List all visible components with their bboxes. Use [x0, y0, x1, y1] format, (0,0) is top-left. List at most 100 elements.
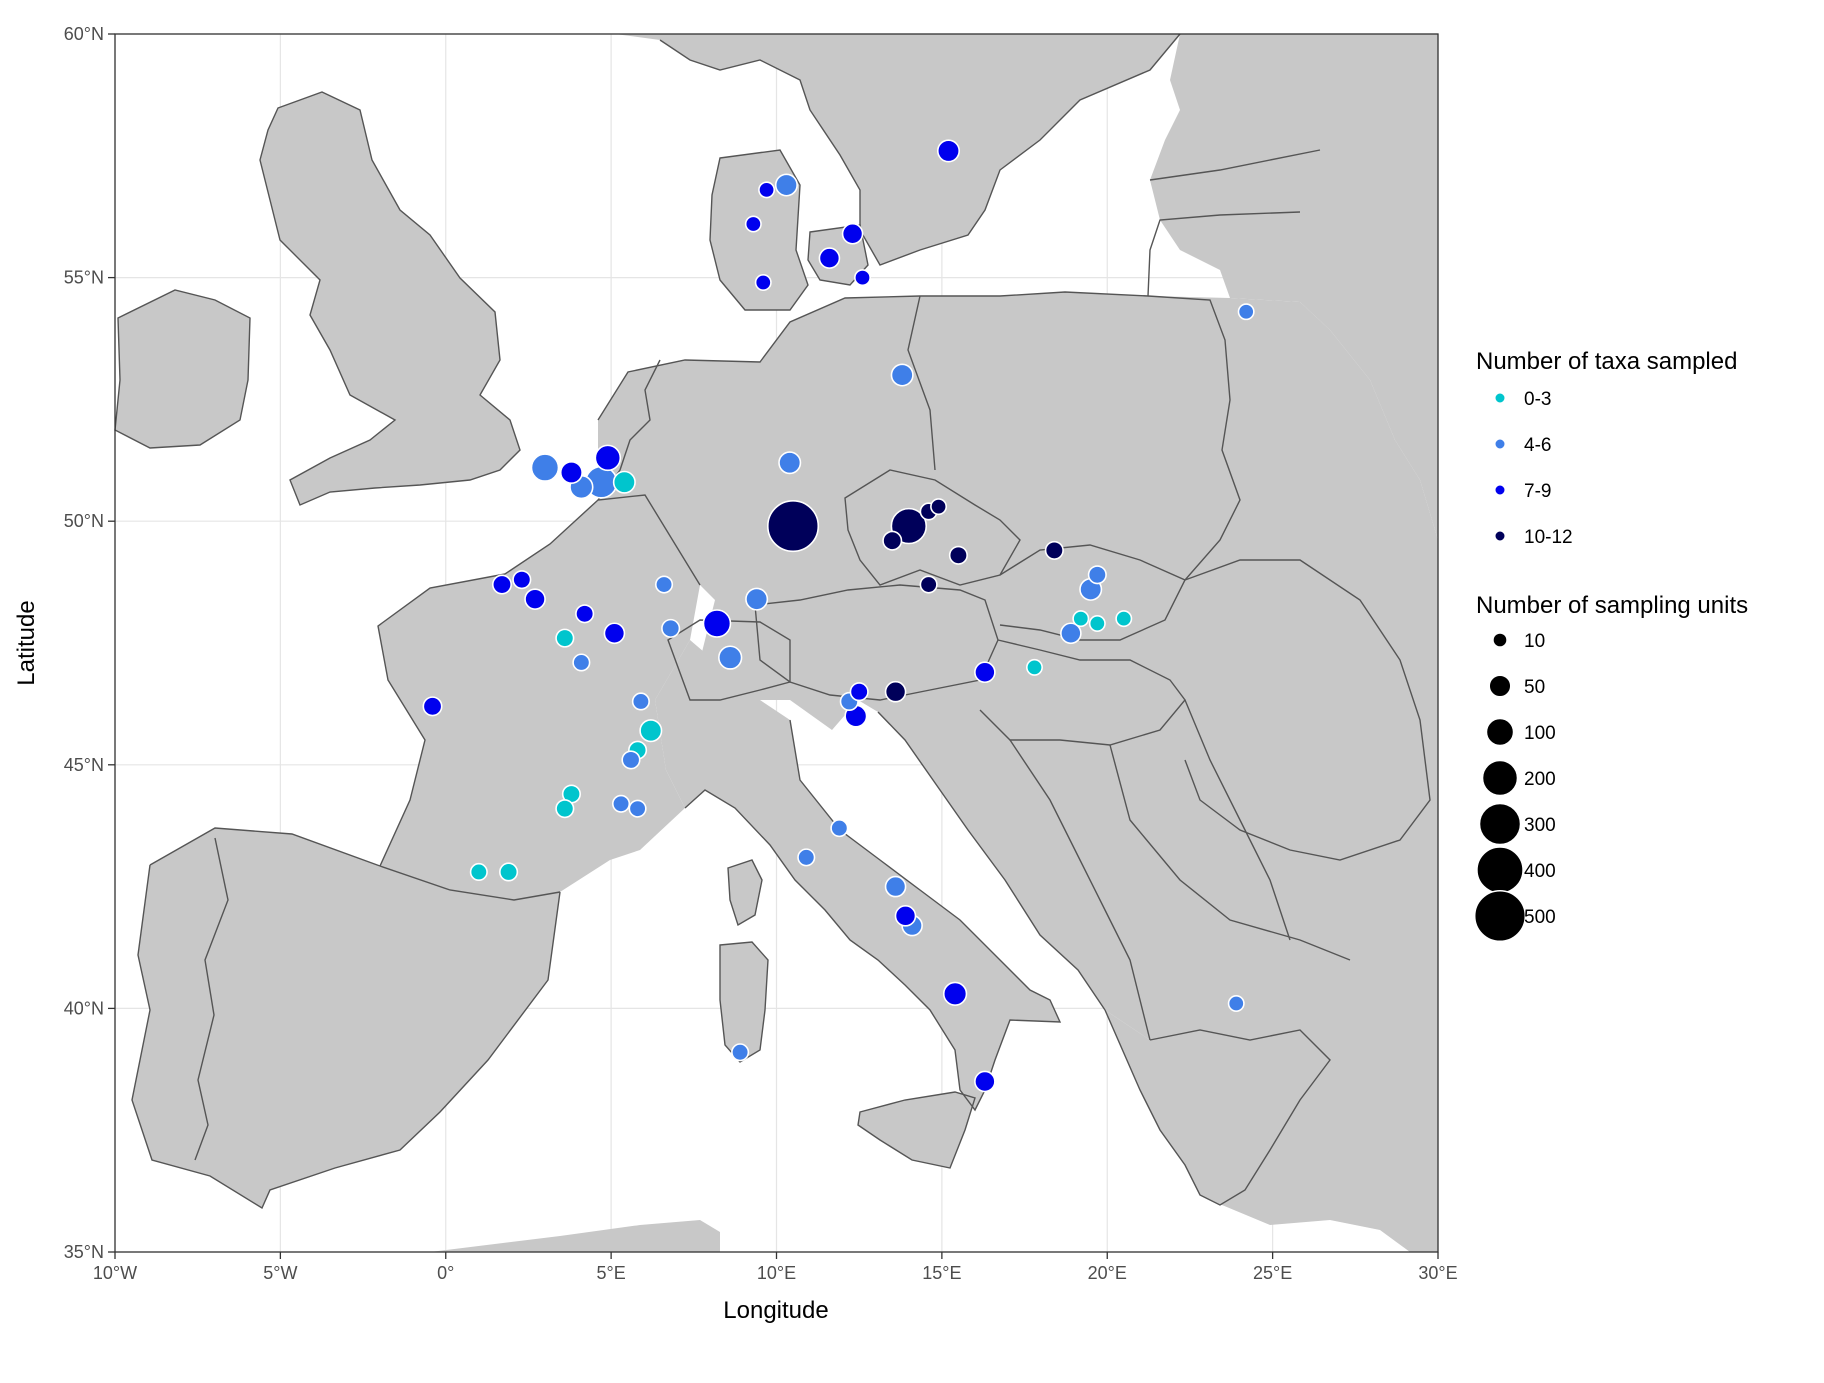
sampling-point — [1026, 658, 1043, 676]
legend-units-entries: 10 50 100 200 300 400 500 — [1474, 631, 1556, 942]
sampling-point — [930, 498, 948, 516]
coastline-iberia — [131, 827, 561, 1210]
sampling-point — [890, 363, 914, 387]
sampling-point — [1237, 303, 1255, 321]
sampling-point — [778, 451, 802, 475]
sampling-point — [559, 460, 583, 484]
border-balkans — [1009, 699, 1351, 1041]
sampling-point — [744, 215, 762, 233]
sampling-point — [745, 587, 769, 611]
sampling-point — [854, 269, 871, 287]
legend-units-label: 300 — [1524, 815, 1556, 836]
legend-units-key — [1481, 759, 1519, 797]
y-tick-label: 35°N — [64, 1242, 104, 1262]
border-austria — [754, 584, 999, 701]
sampling-point — [654, 575, 674, 594]
y-tick-label: 55°N — [64, 268, 104, 288]
sampling-point — [894, 905, 917, 927]
sampling-point — [491, 574, 512, 595]
sampling-point — [974, 1070, 996, 1093]
sampling-point — [702, 609, 732, 638]
sampling-point — [621, 750, 641, 770]
legend-units-label: 50 — [1524, 677, 1545, 698]
coastline-north-germany-poland — [597, 291, 1149, 421]
legend-units-key — [1474, 890, 1526, 942]
y-axis-title: Latitude — [13, 600, 40, 685]
legend-taxa-label: 0-3 — [1524, 389, 1551, 410]
x-tick-label: 5°W — [263, 1263, 297, 1283]
y-axis: 35°N 40°N 45°N 50°N 55°N 60°N — [64, 24, 115, 1262]
sampling-point — [469, 862, 488, 882]
sampling-point — [830, 819, 849, 838]
sampling-point — [1087, 565, 1107, 585]
sampling-point — [628, 799, 647, 818]
x-tick-label: 25°E — [1253, 1263, 1292, 1283]
legend-units-key — [1478, 802, 1522, 846]
sampling-point — [754, 273, 772, 291]
sampling-point — [555, 628, 575, 648]
sampling-point — [841, 222, 864, 245]
legend-units-label: 100 — [1524, 723, 1556, 744]
sampling-point — [1115, 610, 1133, 628]
border-spain-portugal — [194, 837, 229, 1161]
legend-taxa-key — [1494, 438, 1506, 450]
y-tick-label: 45°N — [64, 755, 104, 775]
sampling-point — [919, 575, 938, 594]
coastline-italy — [684, 719, 1062, 1112]
coastline-scandinavia — [659, 33, 1181, 266]
legend-units-title: Number of sampling units — [1476, 592, 1748, 619]
sampling-point — [1072, 610, 1090, 628]
x-axis: 10°W 5°W 0° 5°E 10°E 15°E 20°E 25°E 30°E — [93, 1252, 1458, 1283]
coastline-sicily — [857, 1091, 976, 1169]
sampling-point — [512, 570, 532, 590]
sampling-point — [974, 661, 996, 684]
sampling-point — [572, 653, 591, 672]
x-tick-label: 5°E — [597, 1263, 626, 1283]
x-tick-label: 30°E — [1418, 1263, 1457, 1283]
x-tick-label: 10°E — [757, 1263, 796, 1283]
sampling-point — [1044, 540, 1064, 560]
border-poland-east — [1147, 295, 1241, 581]
sampling-point — [849, 682, 869, 702]
land-corsica — [728, 860, 762, 925]
coastline-greece — [1104, 1009, 1331, 1206]
legend-taxa-entries: 0-3 4-6 7-9 10-12 — [1494, 389, 1573, 548]
sampling-point — [884, 875, 907, 898]
y-tick-label: 60°N — [64, 24, 104, 44]
legend-taxa-key — [1494, 484, 1506, 496]
legend-units-key — [1476, 846, 1524, 894]
coastline-britain — [259, 91, 521, 506]
legend-taxa-title: Number of taxa sampled — [1476, 348, 1737, 375]
legend-units-key — [1492, 632, 1508, 648]
sampling-point — [1227, 995, 1245, 1013]
sampling-point — [530, 453, 560, 482]
sampling-point — [718, 645, 743, 670]
land-north-africa — [430, 1220, 720, 1252]
land-baltics — [1150, 34, 1438, 540]
legend-units-label: 500 — [1524, 907, 1556, 928]
x-tick-label: 0° — [437, 1263, 454, 1283]
border-germany-poland — [907, 295, 936, 471]
legend-taxa-label: 7-9 — [1524, 481, 1551, 502]
sampling-point — [639, 719, 663, 743]
sampling-point — [611, 794, 631, 813]
sampling-point — [797, 848, 816, 867]
sampling-points — [422, 139, 1255, 1093]
border-romania — [1184, 559, 1431, 861]
sampling-point — [942, 981, 968, 1006]
legend-units-label: 400 — [1524, 861, 1556, 882]
sampling-point — [631, 692, 650, 711]
y-tick-label: 50°N — [64, 511, 104, 531]
coastline-sardinia — [719, 941, 769, 1063]
land-sweden-norway — [615, 34, 1180, 265]
legend-taxa-label: 10-12 — [1524, 527, 1573, 548]
legend-taxa-label: 4-6 — [1524, 435, 1551, 456]
sampling-point — [524, 588, 546, 610]
sampling-point — [1088, 615, 1106, 632]
x-axis-title: Longitude — [723, 1297, 828, 1324]
coastline-corsica — [727, 859, 763, 927]
border-baltics — [1147, 149, 1321, 297]
land-great-britain — [260, 92, 520, 505]
country-borders — [114, 33, 1431, 1210]
sampling-point — [422, 696, 443, 717]
